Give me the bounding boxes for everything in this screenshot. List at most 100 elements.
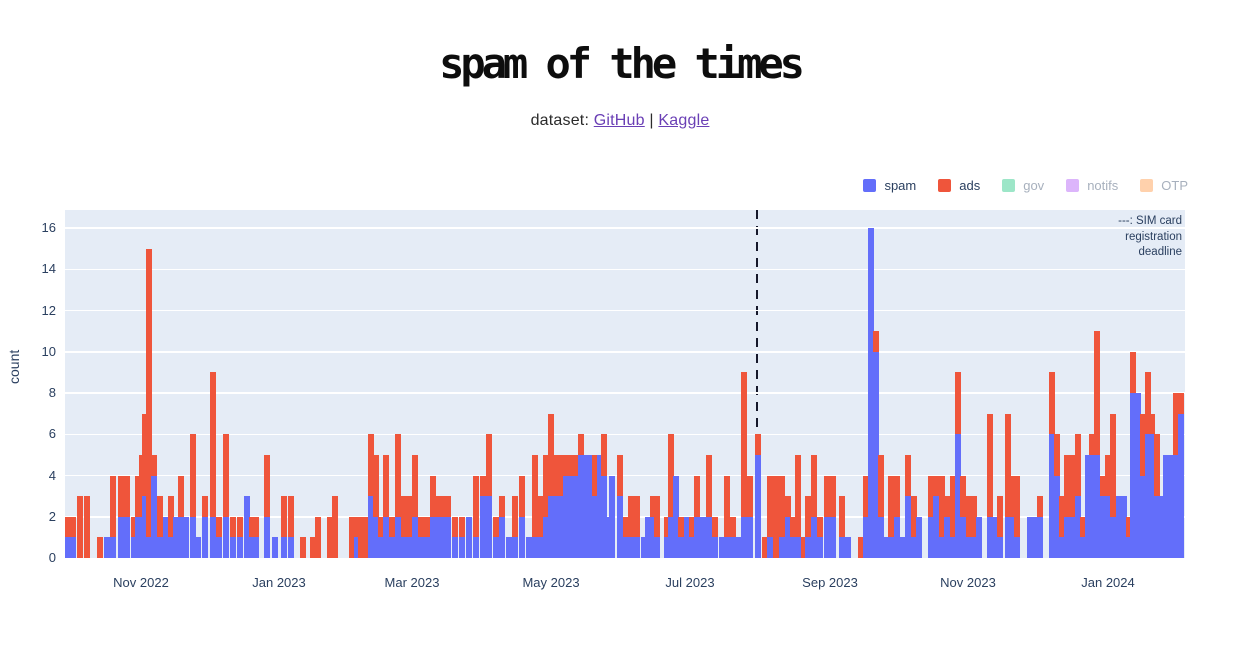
bar-spam-segment[interactable] [1027,516,1033,558]
bar-spam-segment[interactable] [202,516,208,558]
bar-spam-segment[interactable] [378,537,384,558]
bar-spam-segment[interactable] [538,537,544,558]
bar-spam-segment[interactable] [253,537,259,558]
bar-spam-segment[interactable] [493,537,499,558]
bar-ads-segment[interactable] [249,516,255,538]
bar-spam-segment[interactable] [724,537,730,558]
bar-ads-segment[interactable] [139,454,145,517]
bar-ads-segment[interactable] [146,248,152,538]
bar-ads-segment[interactable] [512,496,518,538]
bar-spam-segment[interactable] [435,516,441,558]
bar-spam-segment[interactable] [65,537,70,558]
bar-ads-segment[interactable] [264,454,270,517]
bar-ads-segment[interactable] [617,454,623,497]
kaggle-link[interactable]: Kaggle [658,112,710,129]
bar-ads-segment[interactable] [858,537,864,558]
legend-item-gov[interactable]: gov [1002,178,1044,193]
bar-ads-segment[interactable] [1089,434,1095,455]
bar-ads-segment[interactable] [1178,393,1184,414]
bar-ads-segment[interactable] [928,475,934,517]
bar-ads-segment[interactable] [623,516,629,538]
bar-ads-segment[interactable] [888,475,894,538]
bar-spam-segment[interactable] [473,537,479,558]
bar-spam-segment[interactable] [168,537,174,558]
bar-ads-segment[interactable] [987,413,993,517]
bar-spam-segment[interactable] [905,496,911,558]
bar-spam-segment[interactable] [139,516,145,558]
bar-spam-segment[interactable] [151,475,157,558]
bar-ads-segment[interactable] [1110,413,1116,517]
bar-spam-segment[interactable] [689,537,695,558]
bar-ads-segment[interactable] [142,413,148,497]
bar-spam-segment[interactable] [601,475,607,558]
bar-ads-segment[interactable] [110,475,116,538]
bar-ads-segment[interactable] [310,537,316,558]
bar-spam-segment[interactable] [1049,434,1055,558]
bar-spam-segment[interactable] [966,537,972,558]
bar-spam-segment[interactable] [183,516,189,558]
bar-spam-segment[interactable] [486,496,492,558]
bar-spam-segment[interactable] [1089,454,1095,558]
bar-spam-segment[interactable] [755,454,761,558]
bar-spam-segment[interactable] [888,537,894,558]
bar-spam-segment[interactable] [939,537,945,558]
bar-ads-segment[interactable] [223,434,229,517]
bar-ads-segment[interactable] [747,475,753,517]
bar-spam-segment[interactable] [955,434,961,558]
bar-spam-segment[interactable] [839,537,845,558]
bar-spam-segment[interactable] [163,516,169,558]
bar-ads-segment[interactable] [955,372,961,435]
bar-ads-segment[interactable] [960,475,966,517]
bar-spam-segment[interactable] [1159,496,1165,558]
bar-ads-segment[interactable] [151,454,157,476]
bar-spam-segment[interactable] [354,537,360,558]
bar-ads-segment[interactable] [459,516,465,538]
bar-ads-segment[interactable] [1173,393,1179,455]
bar-spam-segment[interactable] [1037,516,1043,558]
bar-ads-segment[interactable] [601,434,607,476]
bar-spam-segment[interactable] [459,537,465,558]
bar-spam-segment[interactable] [623,537,629,558]
bar-spam-segment[interactable] [1116,496,1122,558]
bar-ads-segment[interactable] [563,454,569,476]
bar-spam-segment[interactable] [195,537,201,558]
bar-spam-segment[interactable] [868,228,874,558]
bar-spam-segment[interactable] [583,454,589,558]
bar-spam-segment[interactable] [628,537,634,558]
bar-ads-segment[interactable] [210,372,216,517]
bar-ads-segment[interactable] [418,516,424,538]
bar-spam-segment[interactable] [440,516,446,558]
bar-ads-segment[interactable] [805,496,811,538]
bar-ads-segment[interactable] [135,475,141,517]
bar-ads-segment[interactable] [573,454,579,476]
bar-ads-segment[interactable] [1075,434,1081,497]
bar-spam-segment[interactable] [664,537,670,558]
bar-spam-segment[interactable] [960,516,966,558]
bar-spam-segment[interactable] [706,516,712,558]
bar-spam-segment[interactable] [210,516,216,558]
bar-ads-segment[interactable] [373,454,379,517]
bar-ads-segment[interactable] [1059,496,1065,538]
bar-ads-segment[interactable] [706,454,712,517]
bar-spam-segment[interactable] [131,537,137,558]
bar-ads-segment[interactable] [634,496,640,538]
bar-spam-segment[interactable] [383,516,389,558]
bar-spam-segment[interactable] [1178,413,1184,558]
bar-spam-segment[interactable] [466,516,472,558]
bar-ads-segment[interactable] [363,516,369,558]
bar-ads-segment[interactable] [493,516,499,538]
bar-ads-segment[interactable] [157,496,163,538]
bar-spam-segment[interactable] [480,496,486,558]
bar-ads-segment[interactable] [1149,413,1155,435]
legend-item-otp[interactable]: OTP [1140,178,1188,193]
bar-spam-segment[interactable] [249,537,255,558]
bar-ads-segment[interactable] [532,454,538,538]
bar-ads-segment[interactable] [997,496,1003,538]
bar-ads-segment[interactable] [811,454,817,517]
bar-spam-segment[interactable] [1173,454,1179,558]
bar-ads-segment[interactable] [1009,475,1015,517]
bar-ads-segment[interactable] [568,454,574,476]
bar-ads-segment[interactable] [383,454,389,517]
bar-spam-segment[interactable] [104,537,110,558]
bar-spam-segment[interactable] [1054,475,1060,558]
